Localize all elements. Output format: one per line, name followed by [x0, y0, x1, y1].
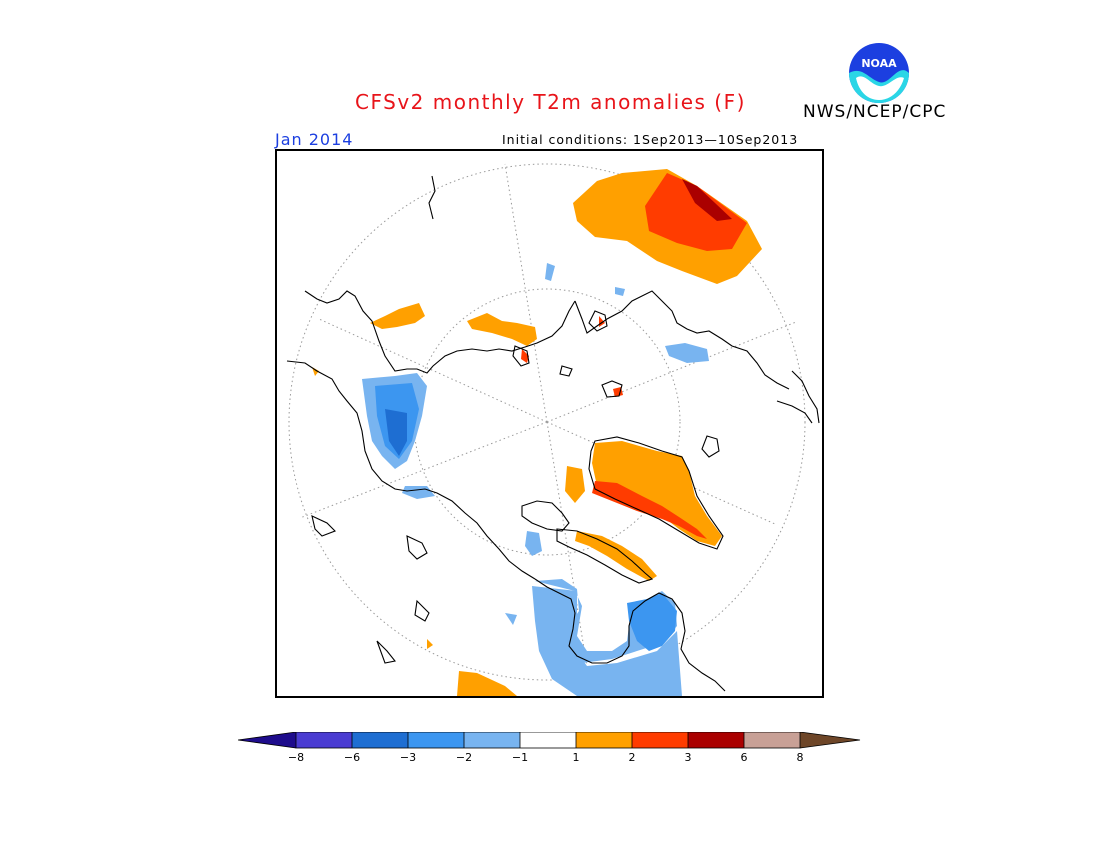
colorbar-bin: [688, 732, 744, 748]
colorbar-bin: [744, 732, 800, 748]
colorbar-tick-label: 3: [684, 751, 692, 764]
forecast-month: Jan 2014: [275, 130, 354, 149]
warm-anomaly-scandinavia: [370, 303, 623, 397]
map-graticule: [288, 163, 806, 681]
colorbar-bin: [576, 732, 632, 748]
colorbar-tick-label: −6: [343, 751, 361, 764]
colorbar-bin: [520, 732, 576, 748]
colorbar-tick-label: 1: [572, 751, 580, 764]
colorbar-tick-label: −1: [511, 751, 529, 764]
noaa-logo-text: NOAA: [861, 57, 897, 70]
colorbar-arrow-low: [238, 732, 296, 748]
colorbar-bin: [296, 732, 352, 748]
colorbar-tick-label: −2: [455, 751, 473, 764]
noaa-logo-icon: NOAA: [848, 42, 910, 104]
initial-conditions: Initial conditions: 1Sep2013—10Sep2013: [502, 132, 799, 147]
colorbar-tick-label: −8: [287, 751, 305, 764]
agency-label: NWS/NCEP/CPC: [803, 102, 947, 122]
warm-anomaly-siberia: [573, 169, 762, 284]
colorbar-tick-label: 2: [628, 751, 636, 764]
colorbar-tick-label: 6: [740, 751, 748, 764]
colorbar-tick-label: 8: [796, 751, 804, 764]
colorbar: [237, 731, 863, 772]
map-coastlines: [286, 175, 820, 692]
polar-map: [275, 149, 824, 698]
colorbar-bin: [408, 732, 464, 748]
chart-title: CFSv2 monthly T2m anomalies (F): [355, 90, 746, 114]
colorbar-bin: [632, 732, 688, 748]
warm-anomaly-greenland: [312, 367, 722, 696]
colorbar-tick-label: −3: [399, 751, 417, 764]
cold-anomaly-canada: [505, 531, 682, 696]
colorbar-arrow-high: [800, 732, 860, 748]
colorbar-bin: [464, 732, 520, 748]
colorbar-bin: [352, 732, 408, 748]
cold-anomaly-alaska: [362, 263, 709, 499]
